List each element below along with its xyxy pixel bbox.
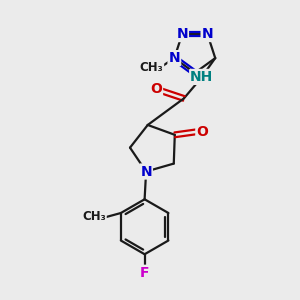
Text: O: O [150,82,162,97]
Text: N: N [176,27,188,41]
Text: CH₃: CH₃ [82,210,106,224]
Text: N: N [169,51,180,65]
Text: NH: NH [190,70,213,84]
Text: O: O [196,125,208,139]
Text: CH₃: CH₃ [140,61,163,74]
Text: N: N [202,27,213,41]
Text: F: F [140,266,149,280]
Text: N: N [140,164,152,178]
